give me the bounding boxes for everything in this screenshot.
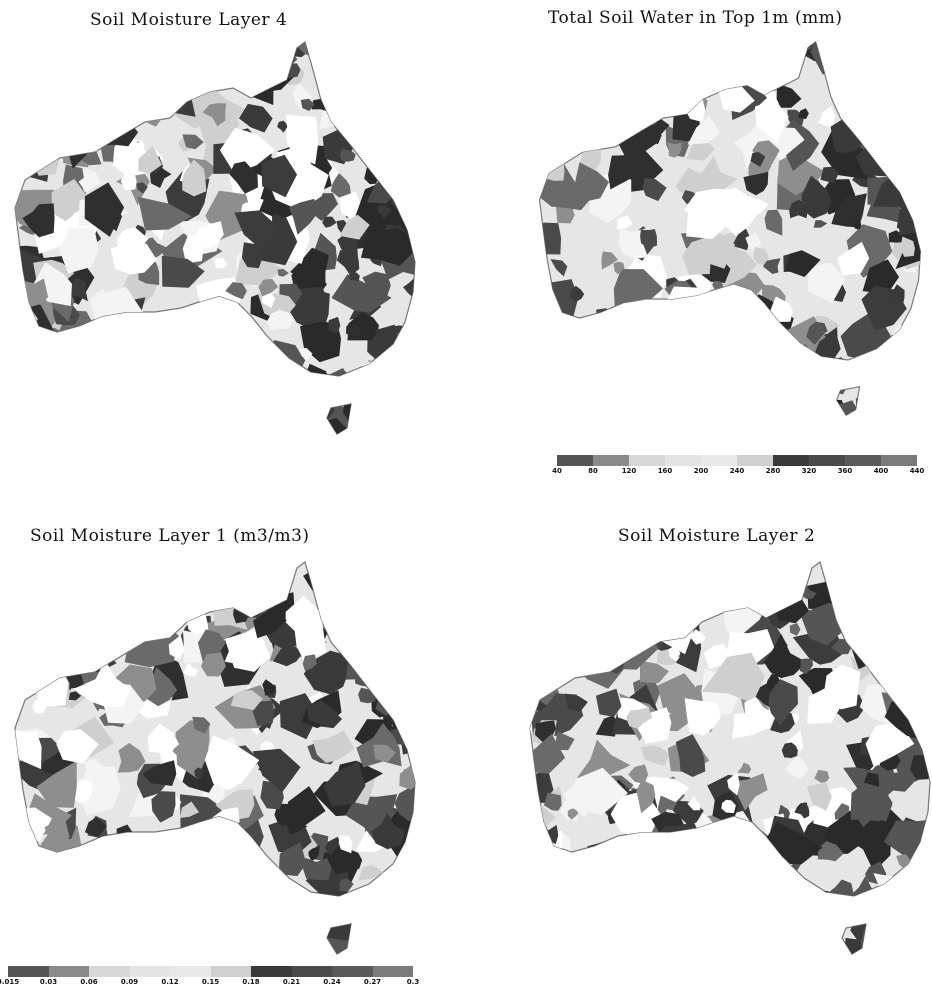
legend-swatch xyxy=(8,966,49,977)
legend-tick-label: 0.18 xyxy=(242,978,260,986)
legend-tick-label: 80 xyxy=(588,467,598,475)
panel-title-layer1: Soil Moisture Layer 1 (m3/m3) xyxy=(30,526,310,546)
legend-tick-label: 0.09 xyxy=(120,978,139,986)
legend-swatch xyxy=(701,455,737,466)
legend-total-soil-water: 40 80 120 160 200 240 280 320 360 400 440 xyxy=(552,455,924,478)
legend-tick-labels: 0.015 0.03 0.06 0.09 0.12 0.15 0.18 0.21 0.24 0.2… xyxy=(0,977,419,989)
legend-color-bar xyxy=(557,455,917,466)
legend-tick-label: 240 xyxy=(729,467,745,475)
legend-tick-label: 0.24 xyxy=(323,978,341,986)
legend-swatch xyxy=(251,966,292,977)
panel-title-total-soil-water: Total Soil Water in Top 1m (mm) xyxy=(548,8,843,28)
legend-layer1: 0.015 0.03 0.06 0.09 0.12 0.15 0.18 0.21 0.24 0.2… xyxy=(0,966,419,989)
legend-swatch xyxy=(557,455,593,466)
map-layer2 xyxy=(529,560,931,955)
legend-swatch xyxy=(665,455,701,466)
legend-tick-labels: 40 80 120 160 200 240 280 320 360 400 440 xyxy=(552,466,924,478)
legend-swatch xyxy=(332,966,373,977)
legend-swatch xyxy=(372,966,413,977)
legend-tick-label: 0.27 xyxy=(363,978,382,986)
legend-swatch xyxy=(89,966,130,977)
legend-tick-label: 0.06 xyxy=(80,978,98,986)
legend-swatch xyxy=(593,455,629,466)
legend-swatch xyxy=(845,455,881,466)
legend-swatch xyxy=(773,455,809,466)
moisture-patches xyxy=(15,42,415,434)
map-total-soil-water xyxy=(538,40,922,417)
moisture-patches xyxy=(15,562,415,954)
legend-swatch xyxy=(737,455,773,466)
legend-tick-label: 160 xyxy=(657,467,673,475)
legend-tick-label: 0.015 xyxy=(0,978,20,986)
legend-tick-label: 360 xyxy=(837,467,853,475)
legend-tick-label: 280 xyxy=(765,467,781,475)
legend-tick-label: 0.15 xyxy=(201,978,220,986)
map-layer1 xyxy=(14,560,416,955)
legend-swatch xyxy=(170,966,211,977)
panel-title-layer2: Soil Moisture Layer 2 xyxy=(618,526,816,546)
legend-swatch xyxy=(809,455,845,466)
map-layer4 xyxy=(14,40,416,435)
legend-tick-label: 440 xyxy=(909,467,925,475)
legend-tick-label: 0.03 xyxy=(39,978,58,986)
legend-tick-label: 120 xyxy=(621,467,637,475)
legend-color-bar xyxy=(8,966,413,977)
panel-title-layer4: Soil Moisture Layer 4 xyxy=(90,10,288,30)
legend-swatch xyxy=(881,455,917,466)
legend-tick-label: 320 xyxy=(801,467,817,475)
legend-swatch xyxy=(210,966,251,977)
legend-tick-label: 200 xyxy=(693,467,709,475)
legend-swatch xyxy=(129,966,170,977)
legend-tick-label: 0.21 xyxy=(282,978,301,986)
legend-swatch xyxy=(629,455,665,466)
legend-swatch xyxy=(291,966,332,977)
legend-tick-label: 0.12 xyxy=(161,978,179,986)
legend-tick-label: 40 xyxy=(552,467,562,475)
legend-swatch xyxy=(48,966,89,977)
legend-tick-label: 400 xyxy=(873,467,889,475)
legend-tick-label: 0.3 xyxy=(406,978,420,986)
